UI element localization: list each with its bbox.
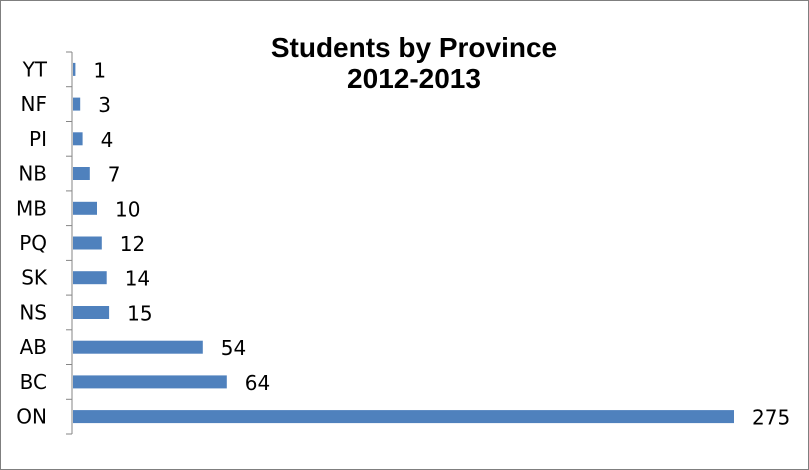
chart-title: Students by Province 2012-2013 — [190, 32, 638, 94]
bar-pi — [73, 132, 83, 146]
bar-mb — [73, 201, 97, 215]
data-label-yt: 1 — [93, 58, 106, 82]
category-label-bc: BC — [20, 370, 47, 394]
category-label-pi: PI — [29, 127, 47, 151]
chart-title-line-1: Students by Province — [270, 32, 558, 63]
bar-sk — [73, 271, 107, 285]
category-label-nb: NB — [18, 162, 47, 186]
bar-bc — [73, 375, 227, 389]
bar-nb — [73, 167, 90, 180]
bar-ab — [73, 340, 203, 354]
category-label-mb: MB — [16, 196, 47, 220]
category-label-pq: PQ — [19, 231, 47, 255]
data-label-pq: 12 — [120, 232, 145, 256]
bar-nf — [73, 97, 81, 111]
category-label-ab: AB — [20, 335, 47, 359]
bar-pq — [73, 236, 102, 250]
chart-title-line-2: 2012-2013 — [347, 63, 481, 94]
bar-yt — [73, 62, 76, 76]
data-label-nf: 3 — [98, 93, 111, 117]
data-label-nb: 7 — [108, 163, 121, 187]
bar-on — [73, 410, 734, 424]
data-label-pi: 4 — [101, 128, 114, 152]
data-label-on: 275 — [752, 406, 790, 430]
data-label-bc: 64 — [245, 371, 270, 395]
category-label-nf: NF — [21, 92, 47, 116]
data-label-ab: 54 — [221, 336, 246, 360]
category-label-ns: NS — [19, 301, 47, 325]
bar-ns — [73, 306, 110, 319]
category-label-on: ON — [16, 405, 47, 429]
category-label-sk: SK — [21, 266, 48, 290]
data-label-sk: 14 — [125, 267, 150, 291]
category-label-yt: YT — [22, 57, 48, 81]
data-label-ns: 15 — [127, 302, 152, 326]
data-label-mb: 10 — [115, 197, 140, 221]
